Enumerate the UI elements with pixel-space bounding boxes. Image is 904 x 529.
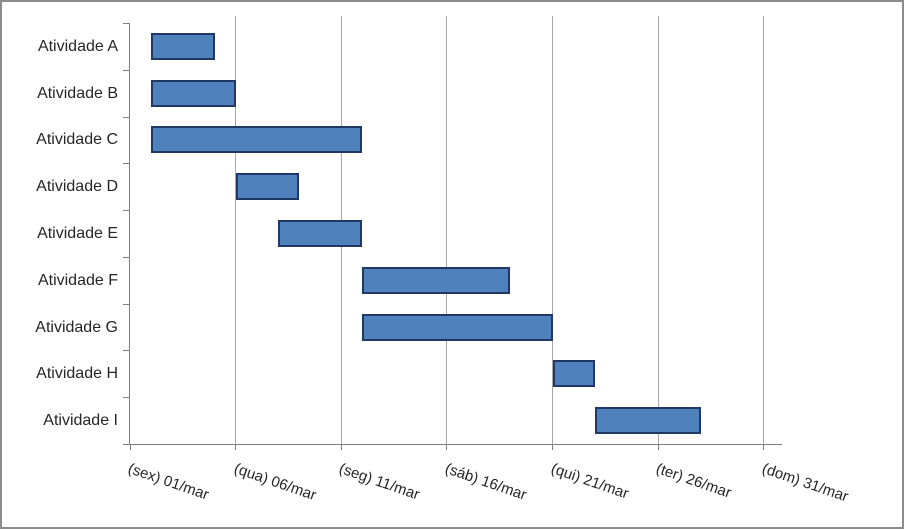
y-axis-tick <box>123 444 130 445</box>
y-axis-tick <box>123 163 130 165</box>
y-axis-tick <box>123 210 130 212</box>
x-axis-tick <box>446 444 448 450</box>
gantt-bar-atividade-c <box>151 126 363 154</box>
x-label--dom-31-mar: (dom) 31/mar <box>759 460 851 506</box>
gantt-bar-atividade-f <box>362 266 511 294</box>
x-label--qua-06-mar: (qua) 06/mar <box>231 460 319 505</box>
y-label-atividade-h: Atividade H <box>36 365 118 383</box>
y-label-atividade-b: Atividade B <box>37 84 118 102</box>
x-axis-line <box>123 444 782 445</box>
gantt-bar-atividade-h <box>552 360 595 388</box>
x-label--s-b-16-mar: (sáb) 16/mar <box>442 460 529 504</box>
x-label--seg-11-mar: (seg) 11/mar <box>337 460 423 504</box>
x-axis-tick <box>235 444 237 450</box>
y-label-atividade-g: Atividade G <box>35 318 118 336</box>
gridline--qui-21-mar <box>552 16 554 444</box>
x-axis-tick <box>657 444 659 450</box>
x-axis-tick <box>340 444 342 450</box>
gridline--dom-31-mar <box>763 16 765 444</box>
y-axis-tick <box>123 69 130 71</box>
y-label-atividade-i: Atividade I <box>43 412 118 430</box>
y-label-atividade-a: Atividade A <box>37 37 118 55</box>
y-axis-line <box>129 23 130 444</box>
x-label--sex-01-mar: (sex) 01/mar <box>125 460 211 504</box>
y-label-atividade-e: Atividade E <box>37 225 118 242</box>
x-axis-tick <box>552 444 554 450</box>
y-axis-tick <box>123 256 130 258</box>
y-axis-tick <box>123 303 130 305</box>
gantt-bar-atividade-b <box>151 79 236 107</box>
gantt-bar-atividade-i <box>594 407 701 435</box>
gantt-bar-atividade-e <box>277 220 363 247</box>
y-label-atividade-f: Atividade F <box>37 271 118 289</box>
y-axis-tick <box>123 116 130 118</box>
x-axis-tick <box>129 444 131 450</box>
gantt-bar-atividade-d <box>235 173 300 201</box>
gridline--s-b-16-mar <box>446 16 448 444</box>
gridline--qua-06-mar <box>235 16 237 444</box>
y-label-atividade-c: Atividade C <box>36 131 118 149</box>
y-label-atividade-d: Atividade D <box>36 178 118 196</box>
y-axis-tick <box>123 397 130 399</box>
x-label--ter-26-mar: (ter) 26/mar <box>654 460 734 502</box>
y-axis-tick <box>123 23 130 24</box>
gantt-bar-atividade-a <box>151 32 215 60</box>
x-axis-tick <box>763 444 765 450</box>
gantt-bar-atividade-g <box>362 313 553 341</box>
x-label--qui-21-mar: (qui) 21/mar <box>548 460 631 503</box>
gridline--ter-26-mar <box>657 16 659 444</box>
y-axis-tick <box>123 350 130 352</box>
